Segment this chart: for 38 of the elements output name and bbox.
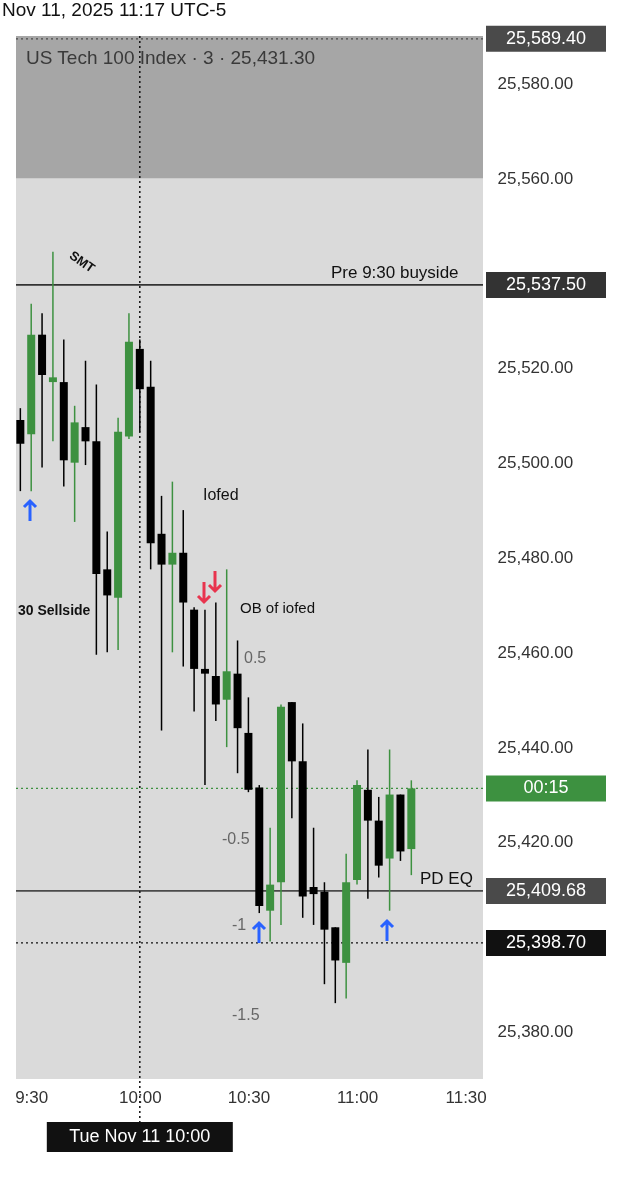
annotation: Pre 9:30 buyside [330, 262, 459, 282]
text: US Tech 100 Index · 3 · 25,431.30 [26, 47, 316, 68]
x-tick-label: 11:00 [336, 1087, 379, 1107]
ref-line-label: Tue Nov 11 10:00 [69, 1126, 211, 1146]
candlestick [168, 480, 177, 654]
y-tick-label: 25,560.00 [497, 168, 574, 188]
ref-line-label: 25,537.50 [505, 273, 587, 294]
text: 00:15 [523, 777, 569, 797]
y-tick-label: 25,460.00 [497, 642, 574, 662]
x-tick-label: 10:30 [227, 1087, 271, 1107]
chart-title: Nov 11, 2025 11:17 UTC-5 [2, 0, 227, 20]
annotation: 0.5 [244, 649, 267, 666]
annotation: Iofed [203, 486, 239, 503]
annotation: OB of iofed [240, 599, 316, 616]
annotation: -0.5 [222, 830, 250, 847]
x-tick-label: 11:30 [445, 1087, 487, 1107]
candlestick [309, 826, 318, 926]
x-tick-label: 10:00 [119, 1087, 162, 1107]
y-tick-label: 25,500.00 [497, 453, 574, 473]
candlestick [16, 407, 25, 492]
y-tick-label: 25,520.00 [497, 358, 574, 378]
y-tick-label: 25,440.00 [497, 737, 574, 757]
candlestick [48, 250, 57, 443]
annotation: -1 [232, 916, 247, 933]
y-tick-label: 25,480.00 [497, 548, 574, 567]
ref-line-label: 25,589.40 [505, 27, 587, 48]
y-tick-label: 25,420.00 [497, 832, 574, 852]
candlestick [81, 360, 90, 466]
y-tick-label: 25,580.00 [497, 73, 574, 93]
annotation: PD EQ [420, 868, 473, 888]
annotation: 30 Sellside [18, 602, 91, 618]
annotation: SMT [66, 247, 98, 276]
candlestick [200, 608, 209, 786]
ref-line-label: 25,409.68 [505, 879, 587, 900]
x-tick-label: 9:30 [15, 1087, 49, 1107]
ref-line-label: 25,398.70 [505, 931, 587, 952]
annotation: -1.5 [232, 1006, 260, 1023]
y-tick-label: 25,380.00 [497, 1022, 574, 1042]
